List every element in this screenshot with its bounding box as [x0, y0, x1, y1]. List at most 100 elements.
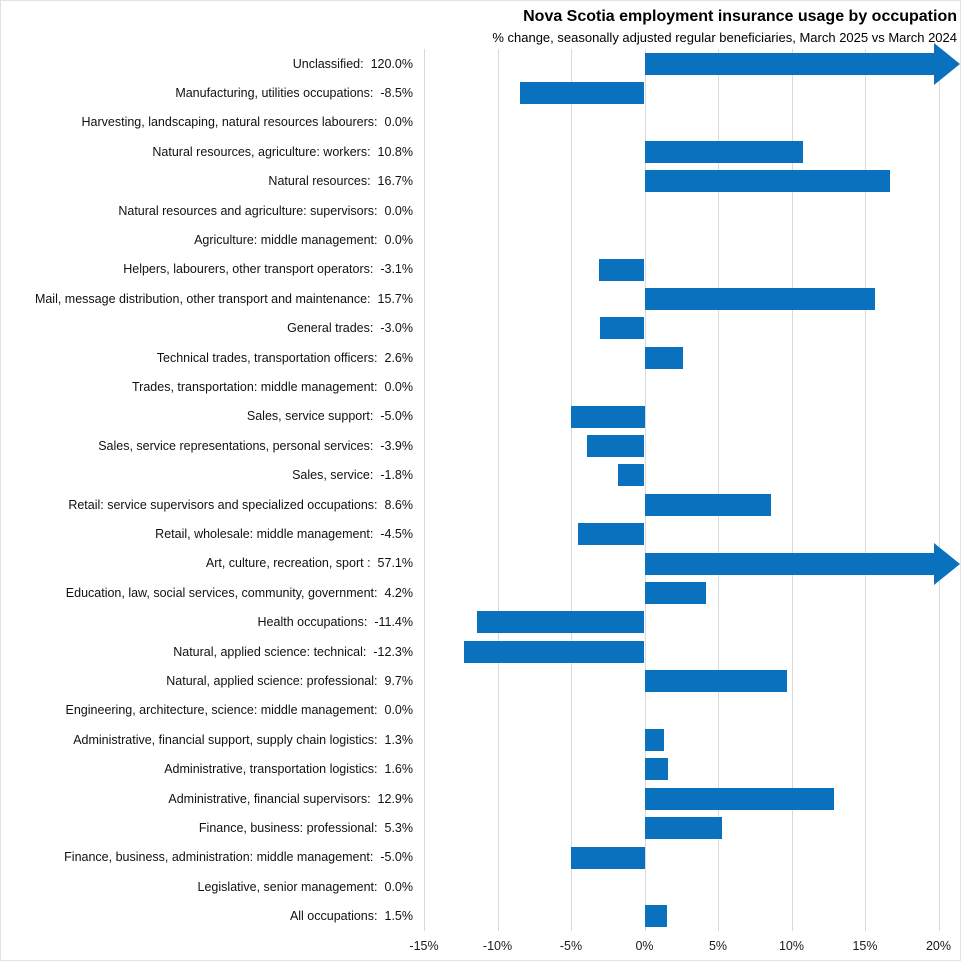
category-name: Mail, message distribution, other transp… [34, 291, 371, 306]
category-name: Art, culture, recreation, sport : [205, 556, 371, 571]
category-name: Technical trades, transportation officer… [156, 350, 378, 365]
bar [598, 258, 645, 281]
category-value: 2.6% [384, 350, 414, 365]
category-name: Administrative, financial support, suppl… [73, 732, 378, 747]
gridline [644, 49, 646, 931]
category-name: All occupations: [289, 909, 378, 924]
bar [644, 140, 804, 163]
category-name: Helpers, labourers, other transport oper… [123, 262, 374, 277]
category-value: -5.0% [380, 850, 413, 865]
category-name: Manufacturing, utilities occupations: [175, 86, 374, 101]
bar [644, 905, 667, 928]
x-tick-label: -10% [482, 939, 513, 953]
category-value: 4.2% [384, 585, 414, 600]
bar-overflow-arrow-head [934, 542, 960, 585]
category-value: -3.9% [380, 438, 413, 453]
category-value: -4.5% [380, 527, 413, 542]
x-tick-label: -15% [409, 939, 439, 953]
chart-title: Nova Scotia employment insurance usage b… [523, 8, 957, 25]
x-axis: -15% -10% -5% 0% 5% 10% 15% 20% [1, 935, 960, 959]
category-label: Natural resources and agriculture: super… [1, 196, 413, 225]
x-tick-label: 10% [778, 939, 805, 953]
x-tick-label: 20% [925, 939, 952, 953]
category-name: Legislative, senior management: [197, 879, 378, 894]
category-name: Natural resources and agriculture: super… [118, 203, 378, 218]
gridline [938, 49, 940, 931]
bar [644, 787, 835, 810]
bar [578, 523, 645, 546]
category-name: General trades: [287, 321, 374, 336]
category-label: Engineering, architecture, science: midd… [1, 696, 413, 725]
category-name: Agriculture: middle management: [194, 233, 378, 248]
x-tick-label: -5% [559, 939, 583, 953]
category-label: Education, law, social services, communi… [1, 578, 413, 607]
category-name: Finance, business: professional: [198, 821, 378, 836]
category-value: 0.0% [384, 115, 414, 130]
category-name: Harvesting, landscaping, natural resourc… [81, 115, 378, 130]
category-name: Trades, transportation: middle managemen… [132, 380, 378, 395]
x-tick-label: 5% [708, 939, 728, 953]
category-label: Sales, service representations, personal… [1, 431, 413, 460]
bar [571, 846, 645, 869]
category-value: 10.8% [377, 144, 413, 159]
category-label: Administrative, financial supervisors: 12… [1, 784, 413, 813]
category-label: Natural, applied science: technical: -12.… [1, 637, 413, 666]
x-tick-label: 0% [635, 939, 654, 953]
x-tick-label: 15% [852, 939, 878, 953]
category-value: -11.4% [374, 615, 413, 630]
category-name: Sales, service: [292, 468, 374, 483]
chart-subtitle: % change, seasonally adjusted regular be… [492, 30, 957, 45]
category-label: Harvesting, landscaping, natural resourc… [1, 108, 414, 137]
category-value: -12.3% [373, 644, 413, 659]
gridline [791, 49, 793, 931]
category-value: 0.0% [384, 380, 414, 395]
category-label: Manufacturing, utilities occupations: -8.… [1, 78, 413, 107]
category-value: -5.0% [380, 409, 413, 424]
bar [644, 670, 788, 693]
bar [644, 581, 707, 604]
bar [463, 640, 645, 663]
category-name: Retail: service supervisors and speciali… [68, 497, 378, 512]
category-value: 5.3% [384, 821, 414, 836]
category-label: Trades, transportation: middle managemen… [1, 372, 413, 401]
category-label: Art, culture, recreation, sport : 57.1% [1, 549, 413, 578]
category-label: Natural, applied science: professional: 9… [1, 666, 413, 695]
bar [644, 287, 876, 310]
gridline [865, 49, 866, 931]
category-name: Natural, applied science: technical: [173, 644, 367, 659]
bar-overflow-arrow-body [644, 52, 934, 75]
category-value: 0.0% [384, 879, 414, 894]
category-value: 12.9% [377, 791, 413, 806]
bar [644, 493, 771, 516]
category-name: Engineering, architecture, science: midd… [65, 703, 378, 718]
category-label: Natural resources, agriculture: workers:… [1, 137, 413, 166]
category-label: Finance, business: professional: 5.3% [1, 813, 413, 842]
bar [644, 728, 664, 751]
category-label: Health occupations: -11.4% [1, 608, 413, 637]
category-label: Natural resources: 16.7% [1, 167, 413, 196]
category-label: Mail, message distribution, other transp… [1, 284, 413, 313]
category-label: Sales, service support: -5.0% [1, 402, 413, 431]
category-label: Technical trades, transportation officer… [1, 343, 413, 372]
bar [476, 611, 645, 634]
category-label: Legislative, senior management: 0.0% [1, 872, 413, 901]
gridline [497, 49, 499, 931]
category-value: 16.7% [377, 174, 413, 189]
category-value: 1.5% [384, 909, 414, 924]
gridline [718, 49, 719, 931]
bar [600, 317, 645, 340]
category-value: 0.0% [384, 703, 414, 718]
category-name: Administrative, transportation logistics… [164, 762, 378, 777]
category-name: Retail, wholesale: middle management: [155, 527, 374, 542]
category-value: 1.3% [384, 732, 414, 747]
category-value: -8.5% [380, 86, 413, 101]
category-value: 0.0% [384, 233, 414, 248]
category-name: Natural resources: [268, 174, 371, 189]
gridline [424, 49, 425, 931]
bar [571, 405, 645, 428]
category-value: 15.7% [377, 291, 413, 306]
bar [644, 170, 890, 193]
category-label: All occupations: 1.5% [1, 902, 413, 931]
category-value: 9.7% [384, 674, 414, 689]
